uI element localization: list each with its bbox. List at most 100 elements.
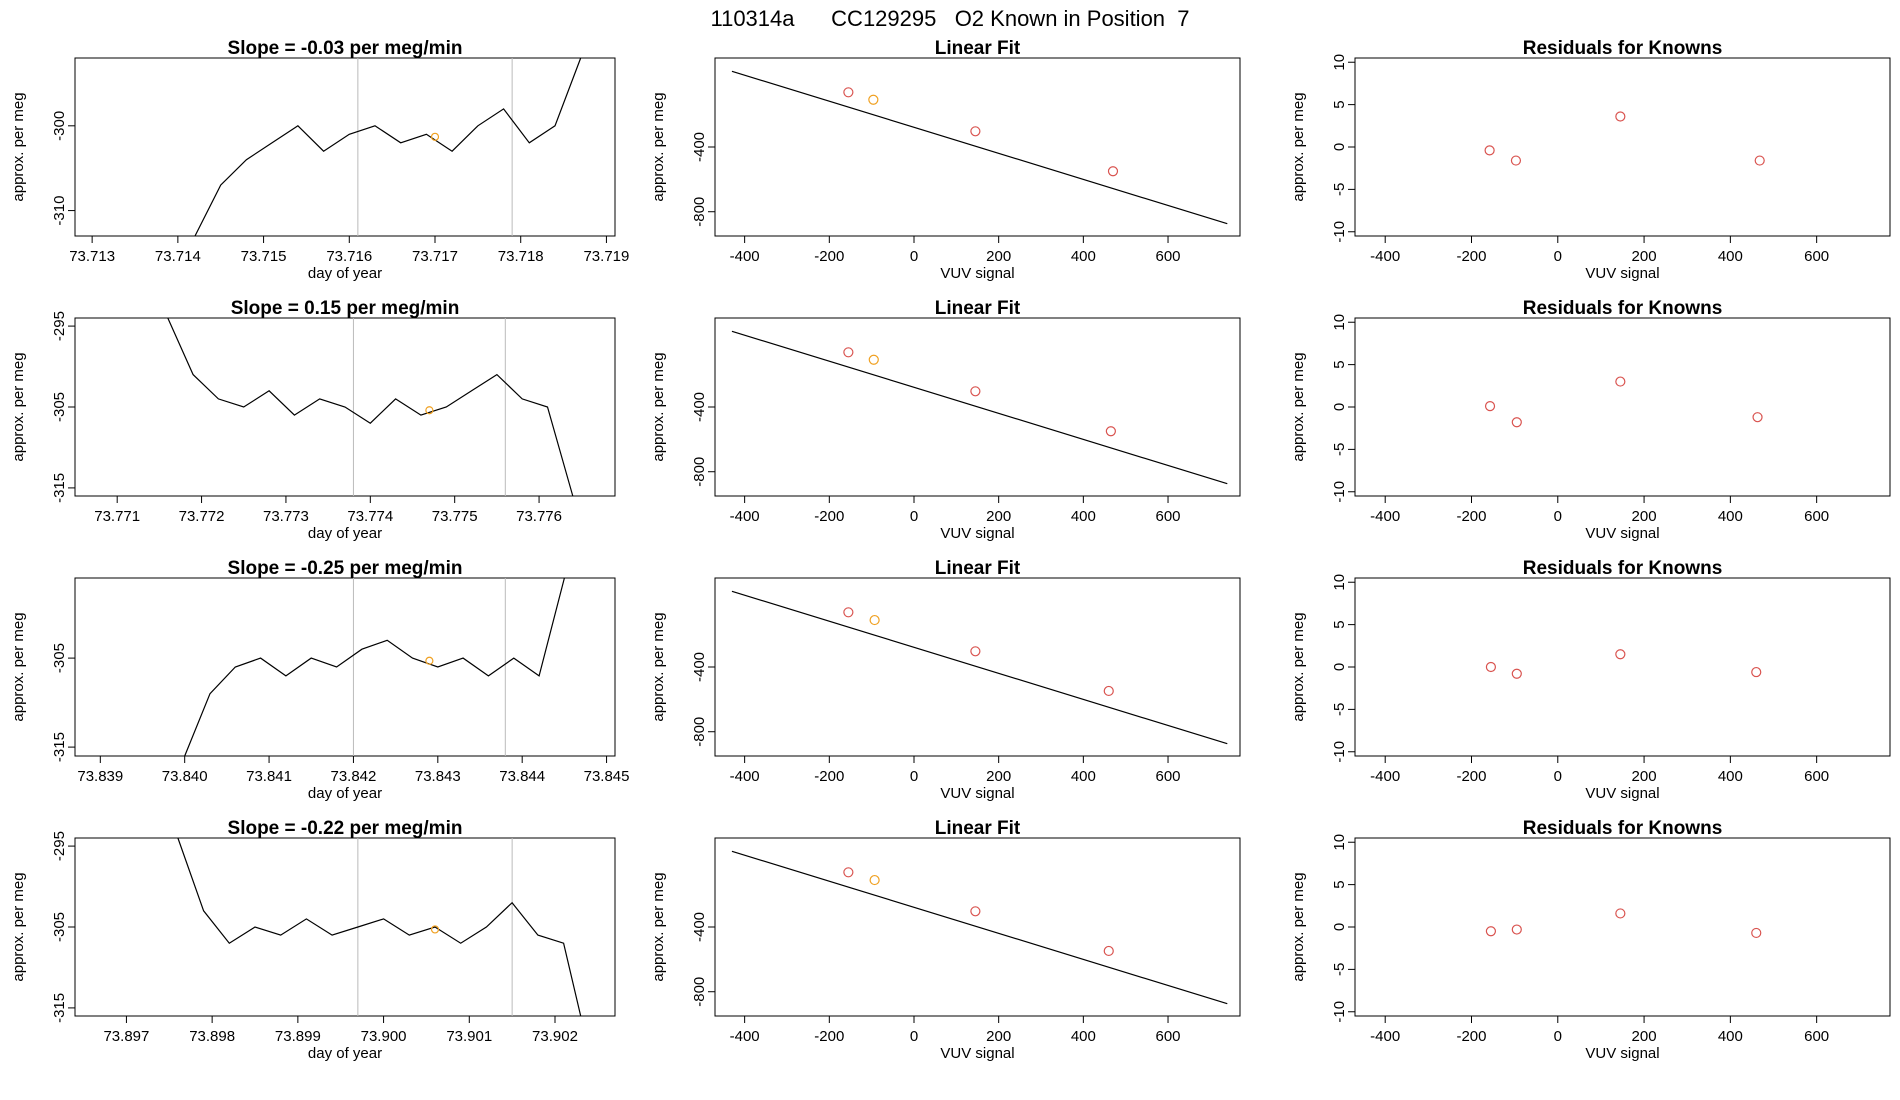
- y-tick-label: 10: [1331, 54, 1348, 71]
- x-tick-label: -400: [1370, 508, 1400, 525]
- plot-frame: [1354, 57, 1891, 237]
- y-tick-label: -315: [51, 993, 68, 1023]
- x-axis-label: VUV signal: [940, 785, 1014, 802]
- x-tick-label: 200: [986, 508, 1011, 525]
- x-tick-label: -200: [814, 768, 844, 785]
- chart-panel-5: Linear Fit -400 -200 0 200 400 600 -800 -400 VUV …: [650, 298, 1241, 542]
- data-point: [1754, 155, 1765, 166]
- series-line: [177, 837, 582, 1017]
- x-axis-label: day of year: [308, 265, 382, 282]
- y-tick-label: -400: [691, 912, 708, 942]
- series-line: [194, 57, 582, 237]
- chart-panel-3: Residuals for Knowns -400 -200 0 200 400 600 -1…: [1290, 38, 1891, 282]
- x-tick-label: 73.897: [103, 1028, 149, 1045]
- x-axis-label: day of year: [308, 525, 382, 542]
- highlight-point: [425, 406, 434, 415]
- fit-line: [731, 590, 1228, 745]
- y-tick-label: -800: [691, 977, 708, 1007]
- chart-title: Residuals for Knowns: [1523, 558, 1723, 579]
- x-tick-label: 400: [1071, 508, 1096, 525]
- x-axis-label: VUV signal: [1585, 525, 1659, 542]
- x-tick-label: -200: [1456, 1028, 1486, 1045]
- data-point: [1511, 668, 1522, 679]
- data-point: [1615, 908, 1626, 919]
- x-axis-label: day of year: [308, 785, 382, 802]
- x-tick-label: 73.842: [330, 768, 376, 785]
- data-point: [1103, 685, 1114, 697]
- x-tick-label: 400: [1718, 768, 1743, 785]
- y-axis-label: approx. per meg: [650, 872, 667, 981]
- chart-panel-10: Slope = -0.22 per meg/min 73.897 73.898 73.…: [10, 818, 616, 1062]
- x-tick-label: 73.718: [498, 248, 544, 265]
- x-tick-label: -200: [1456, 768, 1486, 785]
- y-tick-label: -315: [51, 732, 68, 762]
- x-tick-label: 73.719: [583, 248, 629, 265]
- x-tick-label: 600: [1156, 508, 1181, 525]
- y-axis-label: approx. per meg: [1290, 92, 1307, 201]
- x-tick-label: 400: [1071, 768, 1096, 785]
- x-tick-label: 600: [1156, 768, 1181, 785]
- y-tick-label: -305: [51, 392, 68, 422]
- data-point: [970, 646, 981, 657]
- data-point: [1105, 426, 1116, 437]
- fit-line: [731, 70, 1228, 225]
- chart-panel-9: Residuals for Knowns -400 -200 0 200 400 600 -1…: [1290, 558, 1891, 802]
- y-tick-label: -800: [691, 457, 708, 487]
- chart-title: Residuals for Knowns: [1523, 38, 1723, 59]
- panel-grid: Slope = -0.03 per meg/min 73.713 73.714 73.…: [10, 38, 1891, 1062]
- x-tick-label: 0: [910, 508, 918, 525]
- chart-title: Slope = -0.25 per meg/min: [228, 558, 463, 579]
- y-tick-label: -315: [51, 473, 68, 503]
- data-point: [1485, 661, 1497, 673]
- y-tick-label: -400: [691, 652, 708, 682]
- y-tick-label: -5: [1331, 703, 1348, 716]
- x-tick-label: 73.844: [499, 768, 545, 785]
- data-point: [1485, 926, 1497, 937]
- x-tick-label: 0: [1554, 248, 1562, 265]
- plot-frame: [1354, 837, 1891, 1017]
- x-tick-label: 200: [986, 768, 1011, 785]
- x-tick-label: -200: [1456, 508, 1486, 525]
- x-tick-label: 73.715: [241, 248, 287, 265]
- y-tick-label: -400: [691, 132, 708, 162]
- x-tick-label: 200: [1632, 248, 1657, 265]
- fit-line: [731, 850, 1228, 1005]
- x-tick-label: -200: [814, 508, 844, 525]
- y-axis-label: approx. per meg: [10, 612, 27, 721]
- highlight-point: [430, 925, 440, 934]
- y-axis-label: approx. per meg: [650, 92, 667, 201]
- y-tick-label: -5: [1331, 963, 1348, 976]
- x-tick-label: 200: [1632, 1028, 1657, 1045]
- x-tick-label: 600: [1804, 248, 1829, 265]
- y-tick-label: -800: [691, 717, 708, 747]
- x-tick-label: -400: [1370, 768, 1400, 785]
- data-point: [1615, 376, 1626, 387]
- y-tick-label: 0: [1331, 663, 1348, 671]
- chart-title: Slope = -0.03 per meg/min: [228, 38, 463, 59]
- y-axis-label: approx. per meg: [1290, 872, 1307, 981]
- y-tick-label: -5: [1331, 183, 1348, 196]
- y-tick-label: 0: [1331, 923, 1348, 931]
- y-tick-label: -5: [1331, 443, 1348, 456]
- data-point: [1511, 924, 1522, 935]
- x-tick-label: 73.773: [263, 508, 309, 525]
- plot-frame: [74, 577, 616, 757]
- series-line: [184, 577, 565, 757]
- x-axis-label: VUV signal: [1585, 785, 1659, 802]
- y-tick-label: 10: [1331, 574, 1348, 591]
- x-tick-label: 400: [1071, 1028, 1096, 1045]
- plot-frame: [1354, 577, 1891, 757]
- chart-panel-2: Linear Fit -400 -200 0 200 400 600 -800 -400 VUV …: [650, 38, 1241, 282]
- data-point: [843, 867, 854, 878]
- y-tick-label: 5: [1331, 360, 1348, 368]
- chart-title: Slope = -0.22 per meg/min: [228, 818, 463, 839]
- x-tick-label: 73.771: [94, 508, 140, 525]
- x-tick-label: 600: [1156, 1028, 1181, 1045]
- fit-line: [731, 330, 1228, 485]
- data-point: [843, 347, 854, 358]
- y-tick-label: -800: [691, 197, 708, 227]
- x-tick-label: 73.774: [347, 508, 393, 525]
- series-line: [167, 317, 574, 497]
- chart-title: Slope = 0.15 per meg/min: [231, 298, 460, 319]
- plot-frame: [74, 57, 616, 237]
